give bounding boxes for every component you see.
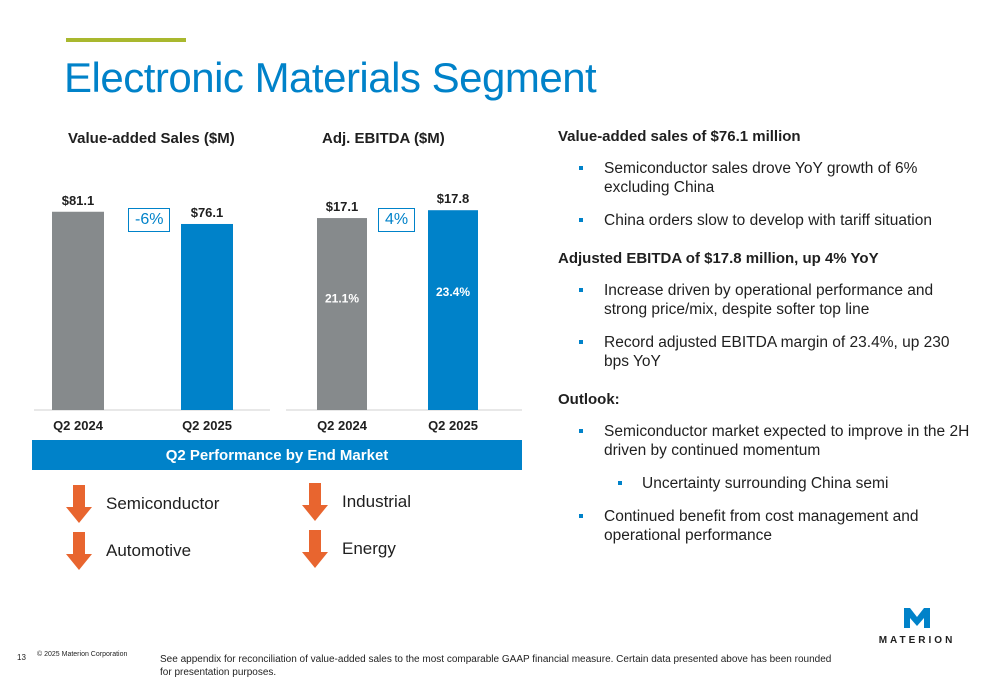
page-title: Electronic Materials Segment xyxy=(64,54,597,101)
change-badge-ebitda: 4% xyxy=(378,208,416,232)
down-arrow-icon xyxy=(66,485,92,523)
category-label: Q2 2025 xyxy=(182,418,232,433)
bullet-item: Semiconductor market expected to improve… xyxy=(558,422,978,460)
market-label: Industrial xyxy=(342,492,411,511)
bullet-item: Record adjusted EBITDA margin of 23.4%, … xyxy=(558,333,978,371)
bar-value-label: $76.1 xyxy=(191,205,224,220)
title-accent-line xyxy=(66,38,186,42)
down-arrow-icon xyxy=(302,530,328,568)
market-energy: Energy xyxy=(302,530,396,568)
bar-prior xyxy=(52,211,104,410)
market-label: Automotive xyxy=(106,541,192,560)
bullet-item: China orders slow to develop with tariff… xyxy=(558,211,978,230)
down-arrow-icon xyxy=(302,483,328,521)
market-industrial: Industrial xyxy=(302,483,411,521)
bar-value-label: $81.1 xyxy=(62,193,95,208)
category-label: Q2 2025 xyxy=(428,418,478,433)
ebitda-heading: Adjusted EBITDA of $17.8 million, up 4% … xyxy=(558,250,879,267)
page-number: 13 xyxy=(17,653,26,662)
copyright: © 2025 Materion Corporation xyxy=(37,651,128,658)
company-logo: MATERION xyxy=(872,606,962,646)
margin-label: 23.4% xyxy=(436,285,470,299)
bar-current xyxy=(428,210,478,410)
bar-prior xyxy=(317,218,367,410)
bullet-item: Semiconductor sales drove YoY growth of … xyxy=(558,159,978,197)
sales-heading: Value-added sales of $76.1 million xyxy=(558,128,801,145)
chart-title-ebitda: Adj. EBITDA ($M) xyxy=(322,130,445,147)
market-label: Energy xyxy=(342,539,396,558)
market-semiconductor: Semiconductor xyxy=(66,485,219,523)
bar-current xyxy=(181,223,233,410)
bar-charts: $81.1 Q2 2024 $76.1 Q2 2025 $17.1 Q2 2024 21.1… xyxy=(34,191,522,433)
bullet-item: Increase driven by operational performan… xyxy=(558,281,978,319)
market-label: Semiconductor xyxy=(106,494,220,513)
margin-label: 21.1% xyxy=(325,292,359,306)
logo-wordmark: MATERION xyxy=(878,635,956,646)
market-automotive: Automotive xyxy=(66,532,191,570)
change-badge-sales: -6% xyxy=(128,208,171,232)
bullet-item: Continued benefit from cost management a… xyxy=(558,507,978,545)
materion-logo-icon xyxy=(904,608,930,628)
outlook-heading: Outlook: xyxy=(558,391,620,408)
bar-value-label: $17.1 xyxy=(326,199,359,214)
sub-bullet-item: Uncertainty surrounding China semi xyxy=(558,474,978,493)
chart-title-sales: Value-added Sales ($M) xyxy=(68,130,235,147)
bar-value-label: $17.8 xyxy=(437,191,470,206)
commentary-panel: Value-added sales of $76.1 million Semic… xyxy=(558,128,978,559)
category-label: Q2 2024 xyxy=(53,418,104,433)
category-label: Q2 2024 xyxy=(317,418,368,433)
end-market-banner: Q2 Performance by End Market xyxy=(32,440,522,470)
down-arrow-icon xyxy=(66,532,92,570)
footnote: See appendix for reconciliation of value… xyxy=(160,654,832,678)
